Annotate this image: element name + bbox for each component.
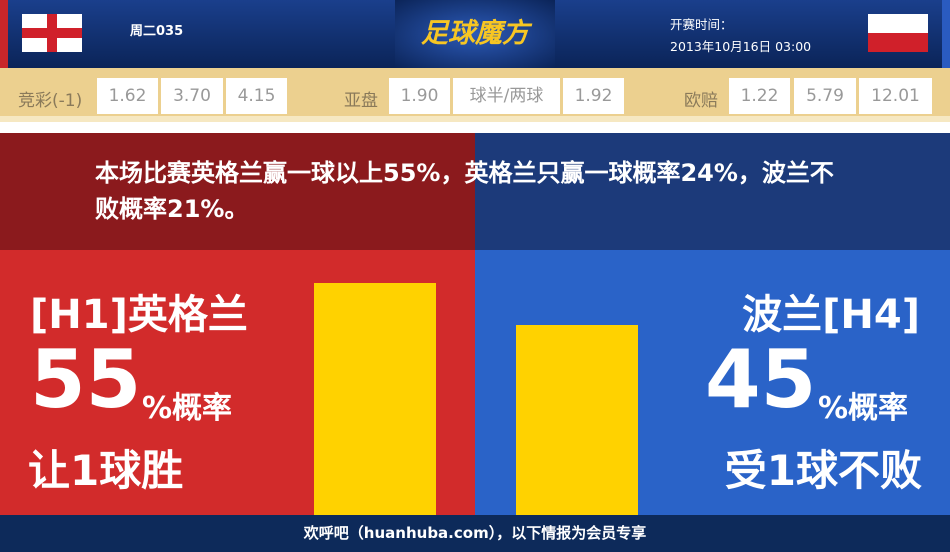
footer: 欢呼吧（huanhuba.com），以下情报为会员专享 — [0, 515, 950, 552]
banner-right — [475, 133, 950, 250]
away-team-name: 波兰[H4] — [742, 292, 920, 338]
home-team-name: [H1]英格兰 — [30, 292, 248, 338]
away-probability-bar — [516, 325, 638, 515]
odds-value: 1.92 — [563, 78, 624, 114]
odds-value: 3.70 — [161, 78, 223, 114]
odds-value: 1.90 — [389, 78, 450, 114]
oupei-label: 欧赔 — [684, 91, 718, 111]
logo: 足球魔方 — [395, 0, 555, 68]
odds-value: 4.15 — [226, 78, 287, 114]
odds-bar: 竞彩(-1) 1.62 3.70 4.15 亚盘 1.90 球半/两球 1.92… — [0, 68, 950, 122]
jingcai-label: 竞彩(-1) — [18, 91, 83, 111]
home-pct: 55 — [30, 333, 142, 426]
kickoff-time: 2013年10月16日 03:00 — [670, 39, 812, 54]
odds-value: 1.62 — [97, 78, 158, 114]
away-pct-label: %概率 — [818, 391, 909, 426]
summary-text: 本场比赛英格兰赢一球以上55%，英格兰只赢一球概率24%，波兰不败概率21%。 — [95, 159, 834, 223]
home-pct-label: %概率 — [142, 391, 233, 426]
home-probability-bar — [314, 282, 436, 515]
odds-value: 1.22 — [729, 78, 790, 114]
kickoff-label: 开赛时间： — [670, 17, 733, 32]
banner-left — [0, 133, 475, 250]
odds-value: 12.01 — [859, 78, 932, 114]
home-result: 让1球胜 — [28, 446, 184, 495]
away-result: 受1球不败 — [724, 446, 922, 495]
yapan-label: 亚盘 — [344, 91, 378, 111]
poland-flag-icon — [868, 14, 928, 52]
england-flag-icon — [22, 14, 82, 52]
odds-value: 球半/两球 — [453, 78, 560, 114]
match-number: 周二035 — [130, 24, 184, 39]
odds-value: 5.79 — [794, 78, 856, 114]
kickoff: 开赛时间： 2013年10月16日 03:00 — [670, 14, 811, 58]
away-pct: 45 — [705, 333, 817, 426]
